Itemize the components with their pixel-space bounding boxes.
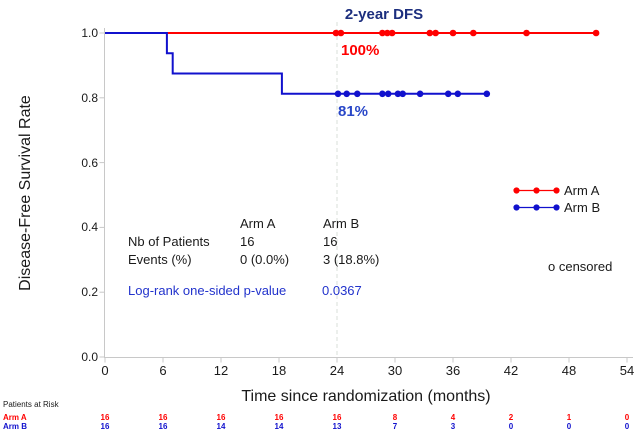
- censor-mark: [444, 90, 452, 98]
- risk-count: 0: [508, 422, 514, 431]
- legend-label-arm-a: Arm A: [564, 183, 600, 198]
- censor-mark: [384, 29, 391, 37]
- censor-mark: [379, 29, 386, 37]
- censor-mark: [483, 90, 491, 98]
- risk-row-arm-b-values: 16 16 14 14 13 7 3 0 0 0: [0, 422, 640, 431]
- x-axis-tick-labels: 0 6 12 18 24 30 36 42 48 54: [0, 363, 640, 378]
- censor-mark: [379, 90, 386, 98]
- legend-dot: [533, 187, 540, 194]
- risk-count: 14: [216, 422, 226, 431]
- pvalue-label: Log-rank one-sided p-value: [128, 283, 287, 298]
- censor-mark: [332, 29, 340, 37]
- arm-b-rate-annotation: 81%: [338, 103, 369, 120]
- risk-count: 8: [392, 413, 398, 422]
- risk-count: 0: [624, 422, 630, 431]
- x-tick-label: 48: [561, 363, 577, 378]
- risk-count: 16: [332, 413, 342, 422]
- risk-count: 1: [566, 413, 572, 422]
- risk-count: 16: [216, 413, 226, 422]
- x-tick-label: 30: [387, 363, 403, 378]
- chart-title: 2-year DFS: [344, 6, 424, 23]
- x-tick-label: 24: [329, 363, 345, 378]
- y-tick-label: 0.0: [81, 350, 98, 364]
- y-tick-label: 0.4: [81, 220, 98, 235]
- censor-mark: [343, 90, 351, 98]
- risk-count: 7: [392, 422, 398, 431]
- censor-mark: [416, 90, 424, 98]
- censor-mark: [470, 29, 477, 37]
- censor-mark: [454, 90, 462, 98]
- risk-count: 2: [508, 413, 514, 422]
- y-tick-label: 0.8: [81, 90, 98, 105]
- censor-mark: [337, 29, 345, 37]
- pvalue-value: 0.0367: [322, 283, 362, 298]
- x-tick-label: 12: [213, 363, 229, 378]
- risk-table-title: Patients at Risk: [3, 400, 59, 409]
- x-tick-label: 6: [159, 363, 167, 378]
- censor-mark: [384, 90, 392, 98]
- censor-mark: [426, 29, 434, 37]
- risk-count: 0: [624, 413, 630, 422]
- risk-count: 16: [100, 413, 110, 422]
- x-tick-label: 0: [101, 363, 109, 378]
- censor-mark: [432, 29, 439, 37]
- censor-mark: [592, 29, 600, 37]
- y-axis-tick-labels: 0.0 0.2 0.4 0.6 0.8 1.0: [70, 0, 98, 370]
- x-tick-label: 54: [619, 363, 635, 378]
- censor-mark: [388, 29, 396, 37]
- arm-a-rate-annotation: 100%: [341, 42, 380, 59]
- legend-dot: [553, 204, 560, 211]
- y-tick-label: 0.6: [81, 155, 98, 170]
- risk-count: 3: [450, 422, 456, 431]
- stats-row-label-events: Events (%): [128, 252, 192, 267]
- stats-col-header-arm-a: Arm A: [240, 216, 276, 231]
- y-axis-title: Disease-Free Survival Rate: [17, 95, 34, 291]
- risk-row-arm-a-values: 16 16 16 16 16 8 4 2 1 0: [0, 413, 640, 422]
- risk-count: 16: [158, 413, 168, 422]
- legend-dot: [553, 187, 560, 194]
- km-curve-arm-b: [105, 32, 489, 95]
- y-tick-label: 0.2: [81, 285, 98, 300]
- risk-row-label-arm-a: Arm A: [3, 413, 27, 422]
- legend-dot: [513, 187, 520, 194]
- legend-dot: [513, 204, 520, 211]
- x-axis-title: Time since randomization (months): [241, 388, 491, 405]
- risk-count: 16: [274, 413, 284, 422]
- censor-mark: [449, 29, 457, 37]
- stats-events-arm-a: 0 (0.0%): [240, 252, 290, 267]
- stats-events-arm-b: 3 (18.8%): [323, 252, 380, 267]
- risk-count: 16: [100, 422, 110, 431]
- stats-row-label-patients: Nb of Patients: [128, 234, 210, 249]
- x-tick-label: 42: [503, 363, 519, 378]
- risk-row-label-arm-b: Arm B: [3, 422, 28, 431]
- x-tick-label: 36: [445, 363, 461, 378]
- censor-mark: [354, 90, 361, 98]
- stats-patients-arm-a: 16: [240, 234, 255, 249]
- censored-note: o censored: [548, 259, 613, 274]
- censor-mark: [334, 90, 342, 98]
- censor-mark: [399, 90, 407, 98]
- y-tick-label: 1.0: [81, 26, 98, 40]
- risk-count: 13: [332, 422, 342, 431]
- stats-col-header-arm-b: Arm B: [323, 216, 360, 231]
- risk-count: 14: [274, 422, 284, 431]
- risk-count: 0: [566, 422, 572, 431]
- legend-dot: [533, 204, 540, 211]
- censor-mark: [394, 90, 402, 98]
- risk-count: 4: [450, 413, 456, 422]
- legend-label-arm-b: Arm B: [564, 200, 601, 215]
- risk-count: 16: [158, 422, 168, 431]
- censor-mark: [523, 29, 530, 37]
- stats-patients-arm-b: 16: [323, 234, 338, 249]
- x-tick-label: 18: [271, 363, 287, 378]
